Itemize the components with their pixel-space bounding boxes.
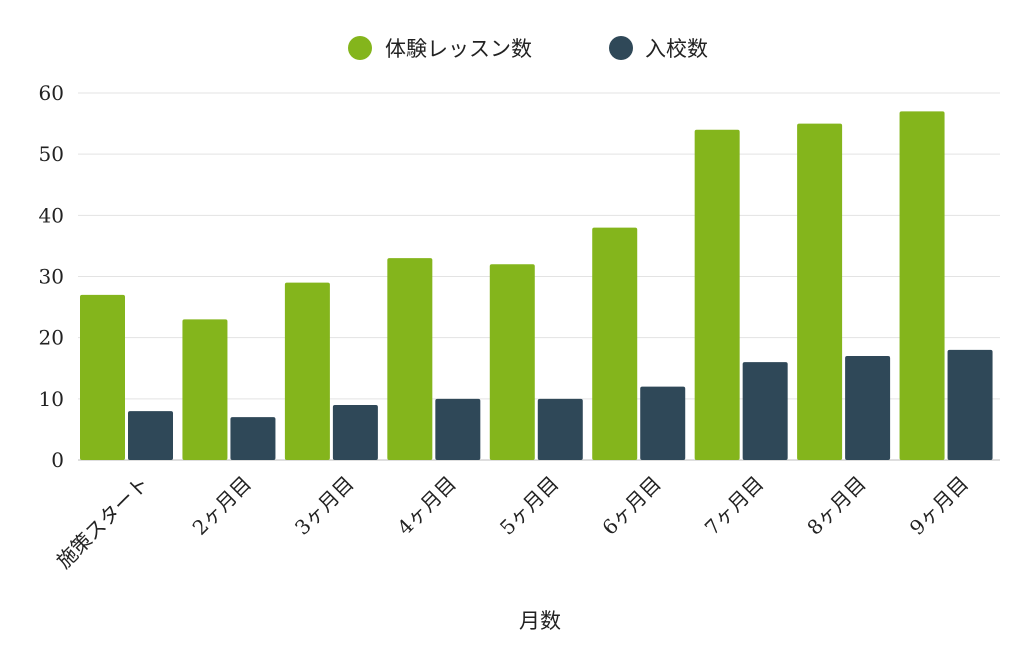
x-tick-label: 9ヶ月目: [905, 471, 973, 539]
legend-marker-icon: [609, 36, 633, 60]
x-tick-label: 8ヶ月目: [802, 471, 870, 539]
legend-label: 体験レッスン数: [385, 37, 532, 61]
y-tick-label: 0: [51, 448, 64, 472]
y-axis: 0 10 20 30 40 50 60: [39, 81, 64, 472]
bar-trial-lessons-0: [80, 294, 125, 460]
bar-trial-lessons-1: [182, 319, 228, 460]
bar-enrollments-0: [128, 411, 173, 460]
bar-trial-lessons-2: [284, 282, 330, 460]
x-tick-label: 4ヶ月目: [392, 471, 460, 539]
y-tick-label: 50: [39, 142, 64, 166]
y-tick-label: 10: [39, 387, 64, 411]
y-tick-label: 60: [39, 81, 64, 105]
bar-trial-lessons-5: [592, 227, 638, 460]
bar-trial-lessons-8: [899, 111, 945, 460]
legend: 体験レッスン数 入校数: [348, 36, 708, 61]
y-tick-label: 40: [39, 203, 64, 227]
x-tick-label: 6ヶ月目: [597, 471, 665, 539]
x-axis-title: 月数: [519, 609, 561, 633]
bars: [80, 111, 993, 460]
bar-enrollments-2: [332, 404, 378, 460]
x-axis: 施策スタート 2ヶ月目 3ヶ月目 4ヶ月目 5ヶ月目 6ヶ月目 7ヶ月目 8ヶ月目 9ヶ月目: [52, 471, 973, 573]
x-tick-label: 5ヶ月目: [495, 471, 563, 539]
bar-enrollments-3: [435, 398, 481, 460]
bar-enrollments-1: [230, 417, 276, 460]
x-tick-label: 施策スタート: [52, 471, 154, 573]
bar-trial-lessons-3: [387, 258, 433, 460]
y-tick-label: 30: [39, 265, 64, 289]
y-tick-label: 20: [39, 326, 64, 350]
bar-enrollments-6: [742, 362, 788, 460]
bar-enrollments-7: [845, 356, 891, 460]
legend-label: 入校数: [645, 37, 708, 61]
legend-marker-icon: [348, 36, 372, 60]
x-tick-label: 3ヶ月目: [290, 471, 358, 539]
bar-enrollments-4: [537, 398, 583, 460]
bar-enrollments-8: [947, 349, 993, 460]
bar-enrollments-5: [640, 386, 686, 460]
x-tick-label: 7ヶ月目: [700, 471, 768, 539]
bar-trial-lessons-6: [694, 129, 740, 460]
bar-trial-lessons-4: [489, 264, 535, 460]
bar-trial-lessons-7: [797, 123, 843, 460]
x-tick-label: 2ヶ月目: [188, 471, 256, 539]
gridlines: [78, 92, 1000, 461]
